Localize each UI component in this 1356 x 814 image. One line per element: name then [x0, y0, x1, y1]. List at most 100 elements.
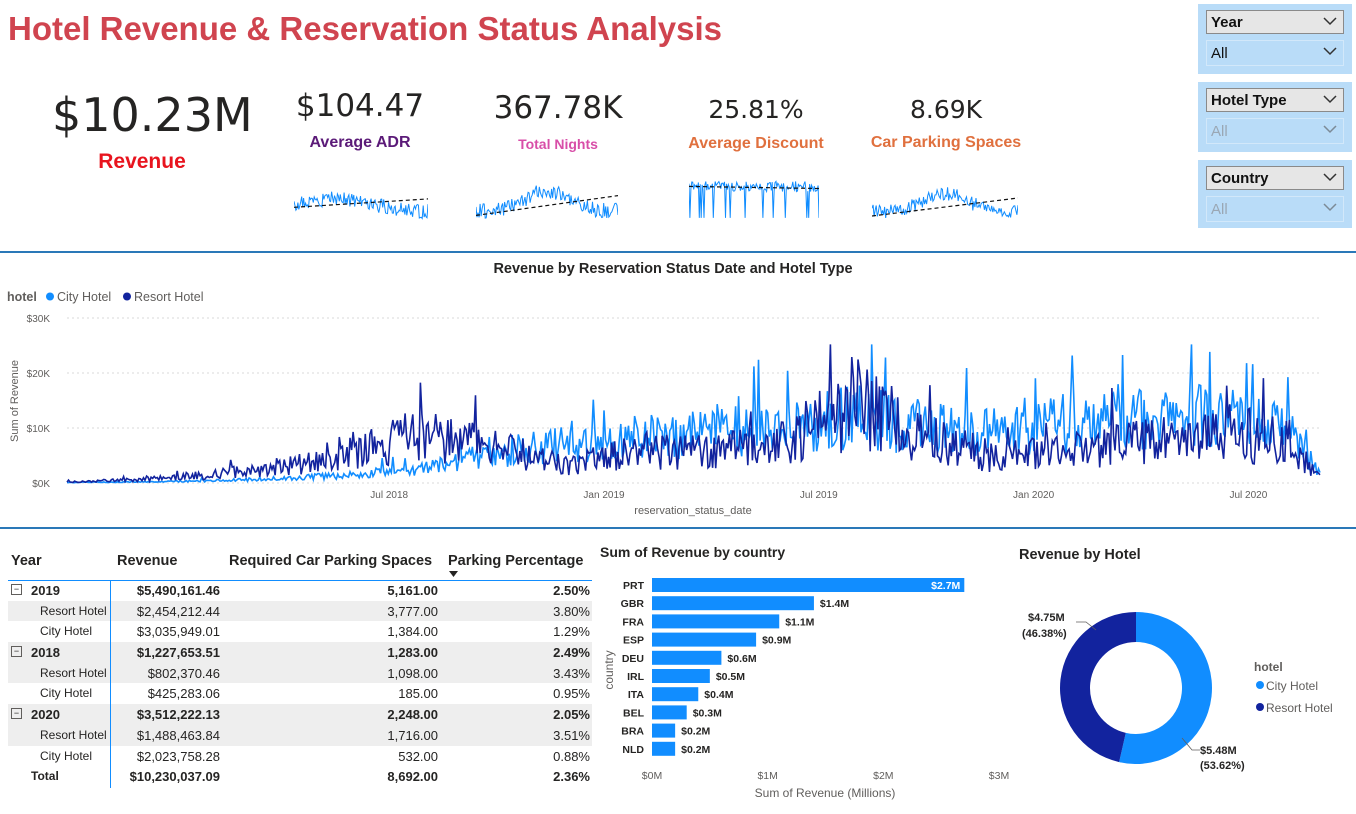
bar-x-tick-label: $0M: [642, 770, 662, 782]
country-label: DEU: [622, 653, 644, 665]
hotel-type-slicer-header[interactable]: Hotel Type: [1206, 88, 1344, 112]
city-slice-percent: (53.62%): [1200, 760, 1245, 772]
bar-x-tick-label: $1M: [757, 770, 777, 782]
chevron-down-icon: [1323, 95, 1337, 104]
country-slicer-header[interactable]: Country: [1206, 166, 1344, 190]
country-bar[interactable]: [652, 723, 676, 738]
donut-legend-resort-label[interactable]: Resort Hotel: [1266, 701, 1333, 715]
parking-pct-cell: 2.05%: [553, 707, 590, 723]
year-slicer-value: All: [1211, 45, 1228, 62]
hotel-label: Resort Hotel: [40, 665, 107, 680]
table-row: City Hotel $425,283.06 185.00 0.95%: [8, 683, 592, 704]
table-row: Resort Hotel $2,454,212.44 3,777.00 3.80%: [8, 600, 592, 622]
parking-cell: 8,692.00: [387, 769, 438, 785]
bar-data-label: $1.4M: [820, 598, 849, 610]
donut-legend-city-marker: [1256, 681, 1264, 689]
parking-pct-cell: 1.29%: [553, 624, 590, 640]
y-tick-label: $10K: [27, 424, 51, 435]
revenue-matrix-table: Year Revenue Required Car Parking Spaces…: [8, 546, 592, 788]
header-parking-pct[interactable]: Parking Percentage: [448, 553, 584, 569]
revenue-by-hotel-donut: Revenue by Hotel hotel City Hotel Resort…: [1019, 547, 1333, 772]
expand-collapse-icon[interactable]: −: [11, 584, 22, 595]
bar-data-label: $0.5M: [716, 671, 745, 683]
hotel-type-slicer-dropdown[interactable]: All: [1206, 118, 1344, 144]
y-axis-label: Sum of Revenue: [9, 360, 21, 442]
country-label: NLD: [622, 744, 644, 756]
header-parking[interactable]: Required Car Parking Spaces: [229, 553, 433, 569]
table-year-row: −2019 $5,490,161.46 5,161.00 2.50%: [8, 580, 592, 601]
parking-pct-cell: 2.50%: [553, 583, 590, 598]
parking-pct-cell: 3.51%: [553, 727, 590, 743]
chevron-down-icon: [1323, 203, 1337, 212]
discount-kpi-value: 25.81%: [708, 95, 804, 124]
year-label: 2020: [31, 707, 60, 723]
hotel-label: Resort Hotel: [40, 727, 107, 742]
revenue-line-chart: Revenue by Reservation Status Date and H…: [7, 261, 1321, 517]
bar-x-axis-label: Sum of Revenue (Millions): [755, 786, 896, 800]
country-slicer-dropdown[interactable]: All: [1206, 196, 1344, 222]
city-hotel-slice[interactable]: [1119, 612, 1212, 764]
bar-data-label: $2.7M: [931, 580, 960, 592]
table-row: City Hotel $3,035,949.01 1,384.00 1.29%: [8, 621, 592, 642]
city-slice-value: $5.48M: [1200, 745, 1237, 757]
country-label: PRT: [623, 580, 645, 592]
x-tick-label: Jan 2020: [1013, 490, 1055, 501]
table-total-row: Total $10,230,037.09 8,692.00 2.36%: [8, 766, 592, 787]
bar-data-label: $0.9M: [762, 635, 791, 647]
parking-cell: 5,161.00: [387, 583, 438, 598]
country-bar[interactable]: [652, 687, 699, 702]
table-row: Resort Hotel $802,370.46 1,098.00 3.43%: [8, 662, 592, 684]
parking-cell: 3,777.00: [387, 603, 438, 619]
chevron-down-icon: [1323, 173, 1337, 182]
bar-y-axis-label: country: [602, 650, 616, 689]
adr-sparkline: [294, 191, 428, 220]
year-label: 2019: [31, 583, 60, 598]
sparkline-trendline: [689, 185, 819, 190]
header-year[interactable]: Year: [11, 553, 42, 569]
legend-city-label[interactable]: City Hotel: [57, 290, 111, 304]
legend-resort-label[interactable]: Resort Hotel: [134, 290, 203, 304]
country-bar[interactable]: [652, 632, 757, 647]
expand-collapse-icon[interactable]: −: [11, 646, 22, 658]
donut-legend-city-label[interactable]: City Hotel: [1266, 679, 1318, 693]
year-slicer-header[interactable]: Year: [1206, 10, 1344, 34]
donut-title: Revenue by Hotel: [1019, 547, 1141, 563]
revenue-cell: $3,035,949.01: [136, 624, 220, 640]
country-bar[interactable]: [652, 578, 965, 592]
revenue-cell: $1,227,653.51: [136, 645, 220, 661]
page-title: Hotel Revenue & Reservation Status Analy…: [8, 10, 723, 47]
legend-city-marker: [46, 292, 54, 301]
table-column-divider: [110, 581, 111, 788]
x-tick-label: Jul 2019: [800, 490, 838, 501]
table-year-row: −2018 $1,227,653.51 1,283.00 2.49%: [8, 642, 592, 663]
revenue-cell: $10,230,037.09: [129, 769, 220, 785]
resort-hotel-series-line: [66, 344, 1321, 484]
header-revenue[interactable]: Revenue: [117, 553, 178, 569]
country-bar[interactable]: [652, 650, 722, 665]
revenue-kpi-value: $10.23M: [52, 88, 253, 142]
sort-desc-icon[interactable]: [449, 571, 458, 577]
hotel-label: City Hotel: [40, 748, 93, 763]
discount-sparkline: [689, 180, 819, 218]
resort-slice-percent: (46.38%): [1022, 628, 1067, 640]
country-bar[interactable]: [652, 669, 710, 683]
parking-cell: 532.00: [398, 748, 438, 764]
resort-hotel-slice[interactable]: [1060, 612, 1136, 763]
parking-pct-cell: 2.36%: [553, 769, 590, 785]
chevron-down-icon: [1323, 125, 1337, 134]
country-bar-chart: Sum of Revenue by country country Sum of…: [600, 544, 1009, 800]
city-hotel-series-line: [67, 344, 1321, 484]
country-bar[interactable]: [652, 614, 780, 629]
country-label: BRA: [621, 726, 644, 738]
country-bar[interactable]: [652, 741, 676, 756]
expand-collapse-icon[interactable]: −: [11, 708, 22, 720]
country-bar[interactable]: [652, 596, 814, 611]
year-slicer-dropdown[interactable]: All: [1206, 40, 1344, 66]
bar-data-label: $0.2M: [681, 726, 710, 738]
country-bar[interactable]: [652, 705, 687, 720]
chevron-down-icon: [1323, 47, 1337, 56]
x-tick-label: Jul 2018: [370, 490, 408, 501]
line-chart-title: Revenue by Reservation Status Date and H…: [493, 261, 852, 277]
bar-data-label: $0.6M: [727, 653, 756, 665]
bar-data-label: $1.1M: [785, 616, 814, 628]
